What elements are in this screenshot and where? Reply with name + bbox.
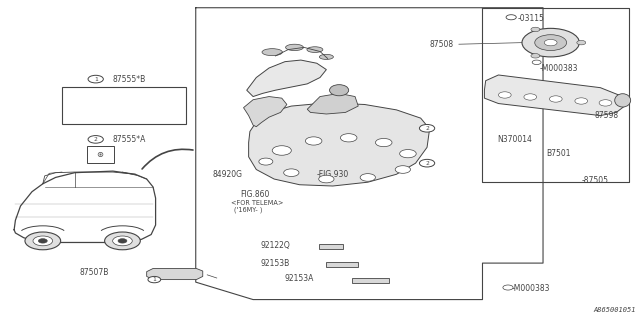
Circle shape (88, 136, 103, 143)
Circle shape (506, 15, 516, 20)
Text: B7501: B7501 (546, 149, 571, 158)
Text: ⊛: ⊛ (97, 150, 104, 159)
Bar (87, 146, 113, 163)
Circle shape (33, 236, 52, 246)
Circle shape (272, 146, 291, 155)
Text: 92153B: 92153B (261, 259, 290, 268)
Ellipse shape (262, 49, 282, 56)
Circle shape (118, 239, 127, 243)
Polygon shape (244, 97, 287, 127)
Polygon shape (246, 60, 326, 97)
Text: -FIG.930: -FIG.930 (317, 170, 349, 179)
Circle shape (113, 236, 132, 246)
Circle shape (395, 166, 410, 173)
Text: 1: 1 (152, 277, 156, 282)
Text: FIG.860: FIG.860 (241, 190, 269, 199)
Text: 87508: 87508 (429, 40, 454, 49)
Circle shape (376, 139, 392, 147)
Circle shape (419, 159, 435, 167)
Circle shape (284, 169, 299, 177)
Text: 92153A: 92153A (284, 275, 314, 284)
Ellipse shape (330, 85, 349, 96)
Circle shape (38, 239, 47, 243)
Ellipse shape (614, 94, 630, 107)
Circle shape (499, 92, 511, 98)
Text: A865001051: A865001051 (593, 307, 636, 313)
Text: -03115: -03115 (518, 14, 545, 23)
Text: 1: 1 (94, 76, 97, 82)
Circle shape (104, 232, 140, 250)
Circle shape (319, 175, 334, 183)
Polygon shape (248, 103, 429, 186)
Polygon shape (484, 75, 625, 116)
Circle shape (577, 40, 586, 45)
Circle shape (535, 35, 566, 51)
Circle shape (531, 27, 540, 32)
Circle shape (340, 134, 357, 142)
Ellipse shape (307, 47, 323, 52)
Text: 2: 2 (94, 137, 97, 142)
Polygon shape (147, 268, 203, 280)
Bar (319, 244, 343, 250)
Circle shape (532, 60, 541, 65)
Text: 87555*B: 87555*B (113, 75, 146, 84)
Ellipse shape (319, 54, 333, 60)
Text: 2: 2 (425, 126, 429, 131)
Ellipse shape (285, 44, 303, 51)
Text: -M000383: -M000383 (511, 284, 550, 293)
Text: -M000383: -M000383 (540, 63, 579, 73)
Circle shape (399, 149, 416, 158)
Circle shape (148, 276, 161, 283)
Text: ('16MY- ): ('16MY- ) (234, 207, 262, 213)
Circle shape (305, 137, 322, 145)
Text: 92122Q: 92122Q (260, 241, 290, 250)
Bar (62, 87, 186, 124)
Bar (352, 278, 389, 283)
Circle shape (549, 96, 562, 102)
Text: ⚠  CAUTION: ⚠ CAUTION (67, 91, 109, 97)
Text: 87555*A: 87555*A (113, 135, 147, 144)
Circle shape (419, 124, 435, 132)
Circle shape (259, 158, 273, 165)
Circle shape (599, 100, 612, 106)
Text: -87505: -87505 (581, 176, 608, 185)
Circle shape (360, 174, 376, 181)
Circle shape (25, 232, 61, 250)
Text: N370014: N370014 (497, 135, 532, 144)
Circle shape (503, 285, 513, 290)
Circle shape (522, 28, 579, 57)
Text: 87598: 87598 (594, 111, 618, 120)
Bar (326, 262, 358, 267)
Circle shape (575, 98, 588, 104)
Circle shape (531, 53, 540, 58)
Text: <FOR TELEMA>: <FOR TELEMA> (231, 200, 283, 206)
Text: 84920G: 84920G (212, 170, 243, 179)
Circle shape (524, 94, 537, 100)
Circle shape (88, 75, 103, 83)
Text: 87507B: 87507B (79, 268, 108, 277)
Polygon shape (307, 93, 358, 114)
Circle shape (544, 39, 557, 46)
Text: 2: 2 (425, 161, 429, 166)
